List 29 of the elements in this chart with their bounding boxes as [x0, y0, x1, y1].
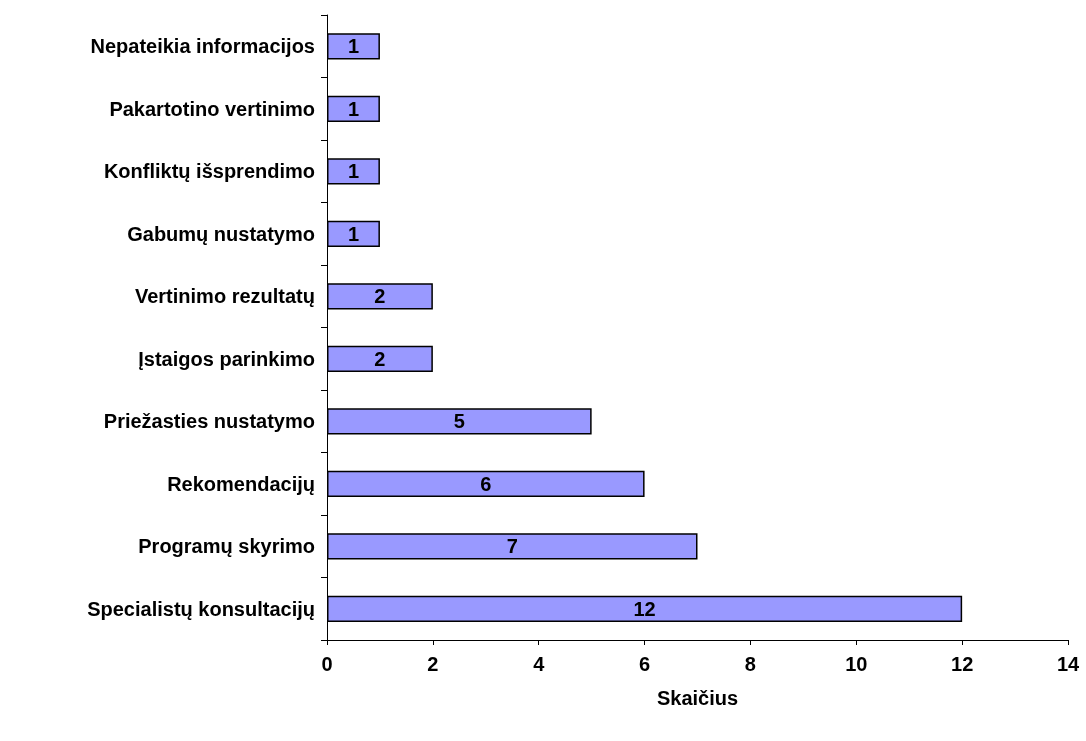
data-label: 2 [374, 347, 386, 370]
data-label: 6 [480, 472, 492, 495]
x-tick-label: 6 [639, 653, 651, 675]
y-tick-label: Nepateikia informacijos [90, 35, 315, 58]
x-tick-label: 14 [1056, 653, 1080, 675]
data-label: 2 [374, 285, 386, 308]
x-tick-label: 4 [533, 653, 546, 675]
y-tick-label: Pakartotino vertinimo [109, 97, 315, 120]
data-label: 12 [633, 597, 656, 620]
y-tick-label: Priežasties nustatymo [103, 410, 315, 433]
x-tick-label: 2 [427, 653, 439, 675]
x-tick-label: 8 [744, 653, 756, 675]
x-tick-label: 12 [951, 653, 974, 675]
data-label: 5 [453, 410, 465, 433]
y-tick-label: Gabumų nustatymo [127, 222, 315, 245]
y-tick-label: Vertinimo rezultatų [134, 285, 315, 308]
data-label: 1 [347, 35, 360, 58]
x-tick-label: 0 [321, 653, 333, 675]
y-tick-label: Konfliktų išsprendimo [103, 160, 315, 183]
x-tick-label: 10 [845, 653, 868, 675]
x-axis-title: Skaičius [656, 687, 739, 709]
data-label: 1 [347, 97, 360, 120]
y-tick-label: Įstaigos parinkimo [138, 347, 315, 370]
y-tick-label: Specialistų konsultacijų [87, 597, 315, 620]
y-tick-label: Rekomendacijų [167, 472, 315, 495]
data-label: 7 [506, 535, 518, 558]
data-label: 1 [347, 160, 360, 183]
y-tick-label: Programų skyrimo [138, 535, 315, 558]
data-label: 1 [347, 222, 360, 245]
